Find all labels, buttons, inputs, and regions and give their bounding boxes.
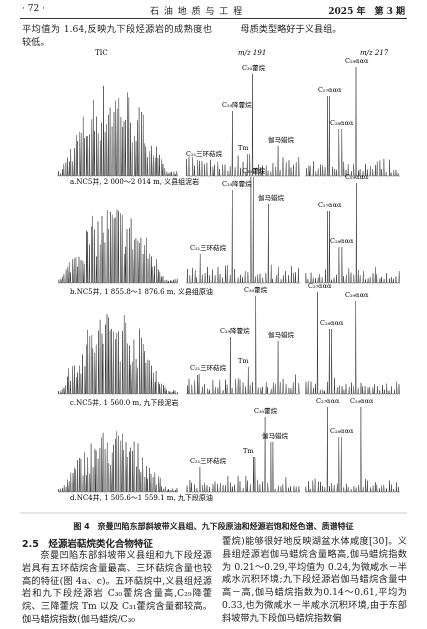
- peak-label: C₂₉降藿烷: [222, 100, 252, 109]
- chromatogram-trace: [57, 431, 178, 493]
- peak-label: C₃₀藿烷: [242, 166, 266, 175]
- column-header: m/z 191: [238, 49, 266, 57]
- peak-label: C₃₀藿烷: [242, 63, 266, 72]
- paragraph: 平均值为 1.64,反映九下段烃源岩的成熟度也较低。: [22, 24, 212, 48]
- peak-label: 伽马蜡烷: [262, 431, 289, 440]
- peak-label: C₂₇ααα: [318, 86, 342, 94]
- peak-label: C₂₈ααα: [330, 119, 354, 127]
- peak-label: C₂₁三环萜烷: [190, 363, 227, 372]
- panel-caption: b.NC5井, 1 855.8～1 876.6 m, 义县组原油: [70, 287, 213, 296]
- page-number: · 72 ·: [22, 4, 45, 14]
- peak-label: C₂₇ααα: [318, 201, 342, 209]
- chromatogram-trace: [186, 295, 300, 395]
- peak-label: C₂₉ααα: [345, 57, 369, 65]
- peak-label: C₂₈ααα: [320, 319, 344, 327]
- paragraph: 藿烷)能够很好地反映湖盆水体咸度[30]。义县组烃源岩伽马蜡烷含量略高,伽马蜡烷…: [222, 536, 407, 624]
- peak-label: C₂₉降藿烷: [220, 326, 250, 335]
- panel-caption: c.NC5井, 1 560.0 m, 九下段泥岩: [70, 398, 179, 407]
- chromatogram-trace: [58, 209, 178, 284]
- issue: 2025 年 第 3 期: [328, 7, 405, 17]
- peak-label: C₂₉ααα: [345, 173, 369, 181]
- figure-caption: 图 4 奈曼凹陷东部斜坡带义县组、九下段原油和烃源岩饱和烃色谱、质谱特征: [73, 522, 354, 531]
- chromatogram-trace: [57, 314, 179, 395]
- chromatogram-trace: [305, 291, 400, 395]
- peak-label: C₂₉降藿烷: [222, 179, 252, 188]
- chromatogram-trace: [186, 176, 300, 284]
- header-rule: [20, 18, 407, 19]
- peak-label: C₂₈ααα: [330, 237, 354, 245]
- peak-label: C₂₁三环萜烷: [190, 456, 227, 465]
- peak-label: C₂₁三环萜烷: [186, 149, 223, 158]
- peak-label: C₂₉ααα: [345, 291, 369, 299]
- section-heading: 2.5 烃源岩萜烷类化合物特征: [22, 539, 153, 550]
- peak-label: C₂₉ααα: [350, 397, 374, 405]
- peak-label: Tm: [243, 447, 254, 455]
- column-header: TIC: [95, 49, 108, 57]
- peak-label: 伽马蜡烷: [268, 135, 295, 144]
- column-header: m/z 217: [360, 49, 389, 57]
- peak-label: 伽马蜡烷: [258, 193, 285, 202]
- panel-caption: a.NC5井, 2 000～2 014 m, 义县组泥岩: [70, 177, 199, 186]
- peak-label: 伽马蜡烷: [268, 330, 295, 339]
- panel-caption: d.NC4井, 1 505.6～1 559.1 m, 九下段原油: [70, 493, 213, 502]
- chromatogram-trace: [186, 416, 300, 493]
- chromatogram-trace: [305, 182, 400, 284]
- peak-label: Tm: [238, 357, 249, 365]
- paragraph: 奈曼凹陷东部斜坡带义县组和九下段烃源岩具有五环萜烷含量最高、三环萜烷含量也较高的…: [22, 550, 212, 625]
- peak-label: C₂₇ααα: [316, 397, 340, 405]
- chromatogram-trace: [305, 66, 400, 177]
- paragraph: 母质类型略好于义县组。: [240, 24, 342, 35]
- journal-name: 石 油 地 质 与 工 程: [150, 7, 244, 17]
- peak-label: C₂₈ααα: [330, 427, 354, 435]
- chromatogram-trace: [57, 85, 178, 177]
- peak-label: C₂₇ααα: [308, 282, 332, 290]
- chromatogram-trace: [185, 73, 300, 177]
- peak-label: C₂₁三环萜烷: [190, 243, 227, 252]
- peak-label: Tm: [238, 144, 249, 152]
- chromatogram-trace: [305, 406, 400, 493]
- peak-label: C₃₀藿烷: [244, 285, 268, 294]
- peak-label: C₃₀藿烷: [254, 406, 278, 415]
